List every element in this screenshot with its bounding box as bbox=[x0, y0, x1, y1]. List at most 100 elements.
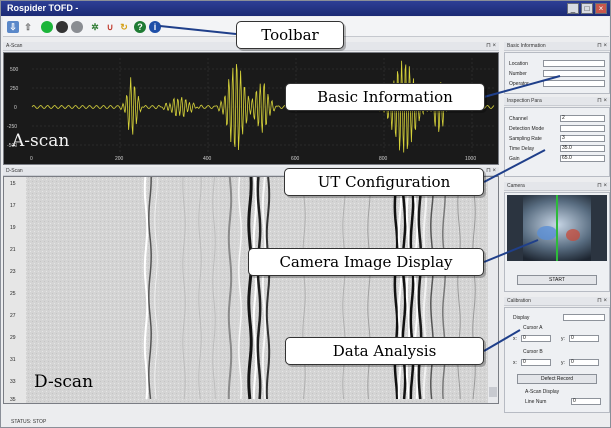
camera-header: Camera ⊓ × bbox=[504, 182, 610, 191]
dscan-ytick: 29 bbox=[10, 335, 16, 341]
ascan-xtick: 400 bbox=[203, 156, 212, 162]
number-label: Number bbox=[509, 71, 527, 77]
dscan-ytick: 21 bbox=[10, 247, 16, 253]
sampling-rate-field[interactable]: 3 bbox=[560, 135, 605, 142]
dscan-band bbox=[261, 177, 267, 400]
dscan-band bbox=[143, 177, 149, 400]
basic-pin-close[interactable]: ⊓ × bbox=[597, 43, 607, 49]
dscan-band bbox=[227, 177, 233, 399]
settings-icon[interactable]: ✲ bbox=[91, 22, 99, 32]
dscan-band bbox=[238, 177, 242, 400]
status-bar: STATUS: STOP bbox=[11, 419, 47, 425]
dscan-svg: 15 17 19 21 23 25 27 29 31 33 35 bbox=[4, 177, 498, 403]
dscan-band bbox=[182, 177, 186, 400]
import-icon[interactable]: ⇩ bbox=[7, 21, 19, 33]
dscan-band bbox=[212, 177, 216, 400]
ascan-xtick: 200 bbox=[115, 156, 124, 162]
ascan-header-label: A-Scan bbox=[6, 43, 23, 49]
dscan-pin-close[interactable]: ⊓ × bbox=[486, 168, 496, 174]
inspection-panel: Channel 2 Detection Mode Sampling Rate 3… bbox=[504, 107, 610, 177]
inspection-title: Inspection Para bbox=[507, 98, 542, 104]
calibration-pin-close[interactable]: ⊓ × bbox=[597, 298, 607, 304]
dscan-ytick: 23 bbox=[10, 269, 16, 275]
ascan-ytick: 0 bbox=[14, 105, 17, 111]
stop-icon[interactable] bbox=[56, 21, 68, 33]
cursor-a-label: Cursor A bbox=[523, 325, 543, 331]
callout-ut-configuration: UT Configuration bbox=[284, 168, 484, 196]
calibration-title: Calibration bbox=[507, 298, 531, 304]
pause-icon[interactable] bbox=[71, 21, 83, 33]
channel-label: Channel bbox=[509, 116, 528, 122]
camera-start-button[interactable]: START bbox=[517, 275, 597, 285]
gain-field[interactable]: 65.0 bbox=[560, 155, 605, 162]
time-delay-field[interactable]: 35.0 bbox=[560, 145, 605, 152]
help-icon[interactable]: ? bbox=[134, 21, 146, 33]
export-icon[interactable]: ⇧ bbox=[24, 22, 32, 32]
refresh-icon[interactable]: ↻ bbox=[120, 22, 128, 32]
detection-mode-select[interactable] bbox=[560, 125, 605, 132]
dscan-ytick: 19 bbox=[10, 225, 16, 231]
camera-feed bbox=[507, 195, 607, 261]
window-title: Rospider TOFD - bbox=[7, 3, 79, 13]
basic-info-panel: Location Number Operator bbox=[504, 52, 610, 94]
callout-basic-information: Basic Information bbox=[285, 83, 485, 111]
detection-mode-label: Detection Mode bbox=[509, 126, 545, 132]
ascan-xtick: 1000 bbox=[465, 156, 476, 162]
dscan-ytick: 31 bbox=[10, 357, 16, 363]
ascan-ytick: -500 bbox=[7, 143, 17, 149]
calibration-header: Calibration ⊓ × bbox=[504, 297, 610, 306]
dscan-ytick: 33 bbox=[10, 379, 16, 385]
ascan-ytick: 250 bbox=[10, 86, 19, 92]
run-icon[interactable] bbox=[41, 21, 53, 33]
cursor-b-y-field[interactable]: 0 bbox=[569, 359, 599, 366]
info-icon[interactable]: i bbox=[149, 21, 161, 33]
dscan-ytick: 17 bbox=[10, 203, 16, 209]
ascan-display-label: A-Scan Display bbox=[525, 389, 560, 395]
number-input[interactable] bbox=[543, 70, 605, 77]
basic-info-header: Basic Information ⊓ × bbox=[504, 42, 610, 51]
cursor-b-x-label: x: bbox=[513, 360, 517, 366]
dscan-band bbox=[252, 177, 258, 400]
operator-label: Operator bbox=[509, 81, 529, 87]
location-input[interactable] bbox=[543, 60, 605, 67]
dscan-band bbox=[265, 177, 271, 400]
camera-panel: START bbox=[504, 192, 610, 292]
dscan-ytick: 35 bbox=[10, 397, 16, 403]
cursor-a-x-label: x: bbox=[513, 336, 517, 342]
ascan-xtick: 0 bbox=[30, 156, 33, 162]
camera-title: Camera bbox=[507, 183, 525, 189]
line-num-field[interactable]: 0 bbox=[571, 398, 601, 405]
minimize-button[interactable]: _ bbox=[567, 3, 579, 14]
operator-input[interactable] bbox=[543, 80, 605, 87]
ascan-label: A-scan bbox=[12, 131, 70, 151]
camera-pin-close[interactable]: ⊓ × bbox=[597, 183, 607, 189]
ascan-xtick: 800 bbox=[379, 156, 388, 162]
ascan-ytick: -250 bbox=[7, 124, 17, 130]
cursor-a-x-field[interactable]: 0 bbox=[521, 335, 551, 342]
dscan-band bbox=[247, 177, 253, 400]
callout-toolbar: Toolbar bbox=[236, 21, 344, 49]
display-label: Display bbox=[513, 315, 530, 321]
title-bar: Rospider TOFD - _ □ × bbox=[1, 1, 610, 16]
channel-select[interactable]: 2 bbox=[560, 115, 605, 122]
dscan-ytick: 27 bbox=[10, 313, 16, 319]
display-select[interactable] bbox=[563, 314, 605, 321]
close-button[interactable]: × bbox=[595, 3, 607, 14]
magnet-icon[interactable]: ∪ bbox=[106, 22, 114, 32]
inspection-pin-close[interactable]: ⊓ × bbox=[597, 98, 607, 104]
dscan-label: D-scan bbox=[34, 372, 94, 392]
cursor-a-y-field[interactable]: 0 bbox=[569, 335, 599, 342]
maximize-button[interactable]: □ bbox=[581, 3, 593, 14]
defect-record-button[interactable]: Defect Record bbox=[517, 374, 597, 384]
dscan-band bbox=[256, 177, 262, 400]
cursor-b-x-field[interactable]: 0 bbox=[521, 359, 551, 366]
calibration-panel: Display Cursor A x: 0 y: 0 Cursor B x: 0… bbox=[504, 307, 610, 413]
gain-label: Gain bbox=[509, 156, 520, 162]
line-num-label: Line Num bbox=[525, 399, 547, 405]
cursor-b-y-label: y: bbox=[561, 360, 565, 366]
callout-data-analysis: Data Analysis bbox=[285, 337, 484, 365]
ascan-pin-close[interactable]: ⊓ × bbox=[486, 43, 496, 49]
inspection-header: Inspection Para ⊓ × bbox=[504, 97, 610, 106]
dscan-image: 15 17 19 21 23 25 27 29 31 33 35 D-scan bbox=[3, 176, 499, 404]
dscan-ytick: 15 bbox=[10, 181, 16, 187]
